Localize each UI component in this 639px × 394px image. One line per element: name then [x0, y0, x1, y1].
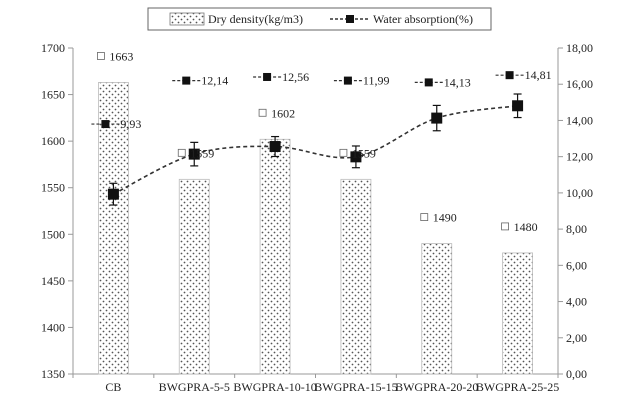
legend-label-water-absorption: Water absorption(%) — [373, 12, 473, 26]
bar-label-marker — [339, 148, 348, 157]
left-tick-label: 1350 — [41, 367, 65, 381]
bar-label-marker — [177, 148, 186, 157]
water-absorption-line — [113, 104, 518, 195]
category-label: BWGPRA-10-10 — [233, 380, 316, 394]
line-data-label: 12,56 — [282, 70, 309, 84]
bar-data-label: 1559 — [352, 146, 376, 160]
bar — [178, 178, 210, 375]
bar-label-marker — [420, 213, 429, 222]
right-tick-label: 18,00 — [566, 41, 593, 55]
category-label: BWGPRA-25-25 — [476, 380, 559, 394]
category-label: CB — [105, 380, 121, 394]
bar-data-label: 1602 — [271, 106, 295, 120]
category-label: BWGPRA-15-15 — [314, 380, 397, 394]
bar-label-marker — [97, 52, 105, 60]
data-labels: 1663 1559 1602 1559 1490 1480 9,93 12,14 12,56 11… — [91, 49, 552, 234]
right-tick-label: 12,00 — [566, 150, 593, 164]
axes: 1350 1400 1450 1500 1550 1600 1650 1700 0,00 2,00… — [41, 41, 593, 394]
legend-marker-swatch — [346, 15, 354, 23]
legend-frame — [147, 7, 492, 31]
left-tick-label: 1400 — [41, 320, 65, 334]
line-label-marker — [424, 78, 433, 87]
legend-label-dry-density: Dry density(kg/m3) — [208, 12, 303, 26]
left-tick-label: 1700 — [41, 41, 65, 55]
line-label-marker — [263, 72, 272, 81]
category-label: BWGPRA-20-20 — [395, 380, 478, 394]
line-marker — [269, 141, 281, 153]
right-tick-label: 2,00 — [566, 331, 587, 345]
right-tick-label: 16,00 — [566, 77, 593, 91]
left-tick-label: 1650 — [41, 88, 65, 102]
bar-data-label: 1559 — [190, 146, 214, 160]
right-tick-label: 10,00 — [566, 186, 593, 200]
legend: Dry density(kg/m3) Water absorption(%) — [147, 7, 492, 31]
bar-data-label: 1480 — [514, 220, 538, 234]
line-marker — [188, 148, 200, 160]
line-label-marker — [182, 76, 191, 85]
line-label-marker — [505, 71, 514, 80]
category-label: BWGPRA-5-5 — [159, 380, 230, 394]
bar-label-marker — [258, 108, 267, 117]
bar-data-label: 1663 — [109, 49, 133, 63]
bar — [259, 138, 291, 375]
line-marker — [512, 100, 524, 112]
bar-data-label: 1490 — [433, 211, 457, 225]
bars — [98, 82, 533, 375]
left-tick-label: 1550 — [41, 181, 65, 195]
bar — [421, 243, 453, 375]
line-data-label: 9,93 — [120, 117, 141, 131]
line-label-marker — [101, 120, 110, 129]
line-label-marker — [343, 76, 352, 85]
line-data-label: 12,14 — [201, 74, 228, 88]
line-series — [107, 93, 524, 206]
right-tick-label: 8,00 — [566, 222, 587, 236]
left-tick-label: 1450 — [41, 274, 65, 288]
line-data-label: 14,81 — [525, 68, 552, 82]
right-tick-label: 0,00 — [566, 367, 587, 381]
line-data-label: 11,99 — [363, 74, 390, 88]
bar — [502, 252, 533, 375]
line-data-label: 14,13 — [444, 75, 471, 89]
right-tick-label: 6,00 — [566, 258, 587, 272]
legend-bar-swatch — [169, 12, 205, 26]
line-marker — [350, 151, 362, 163]
line-marker — [107, 188, 119, 200]
line-marker — [431, 112, 443, 124]
left-tick-label: 1600 — [41, 134, 65, 148]
bar — [340, 178, 372, 375]
right-tick-label: 14,00 — [566, 113, 593, 127]
right-tick-label: 4,00 — [566, 295, 587, 309]
left-tick-label: 1500 — [41, 227, 65, 241]
bar-label-marker — [501, 222, 509, 231]
bar — [98, 82, 129, 375]
